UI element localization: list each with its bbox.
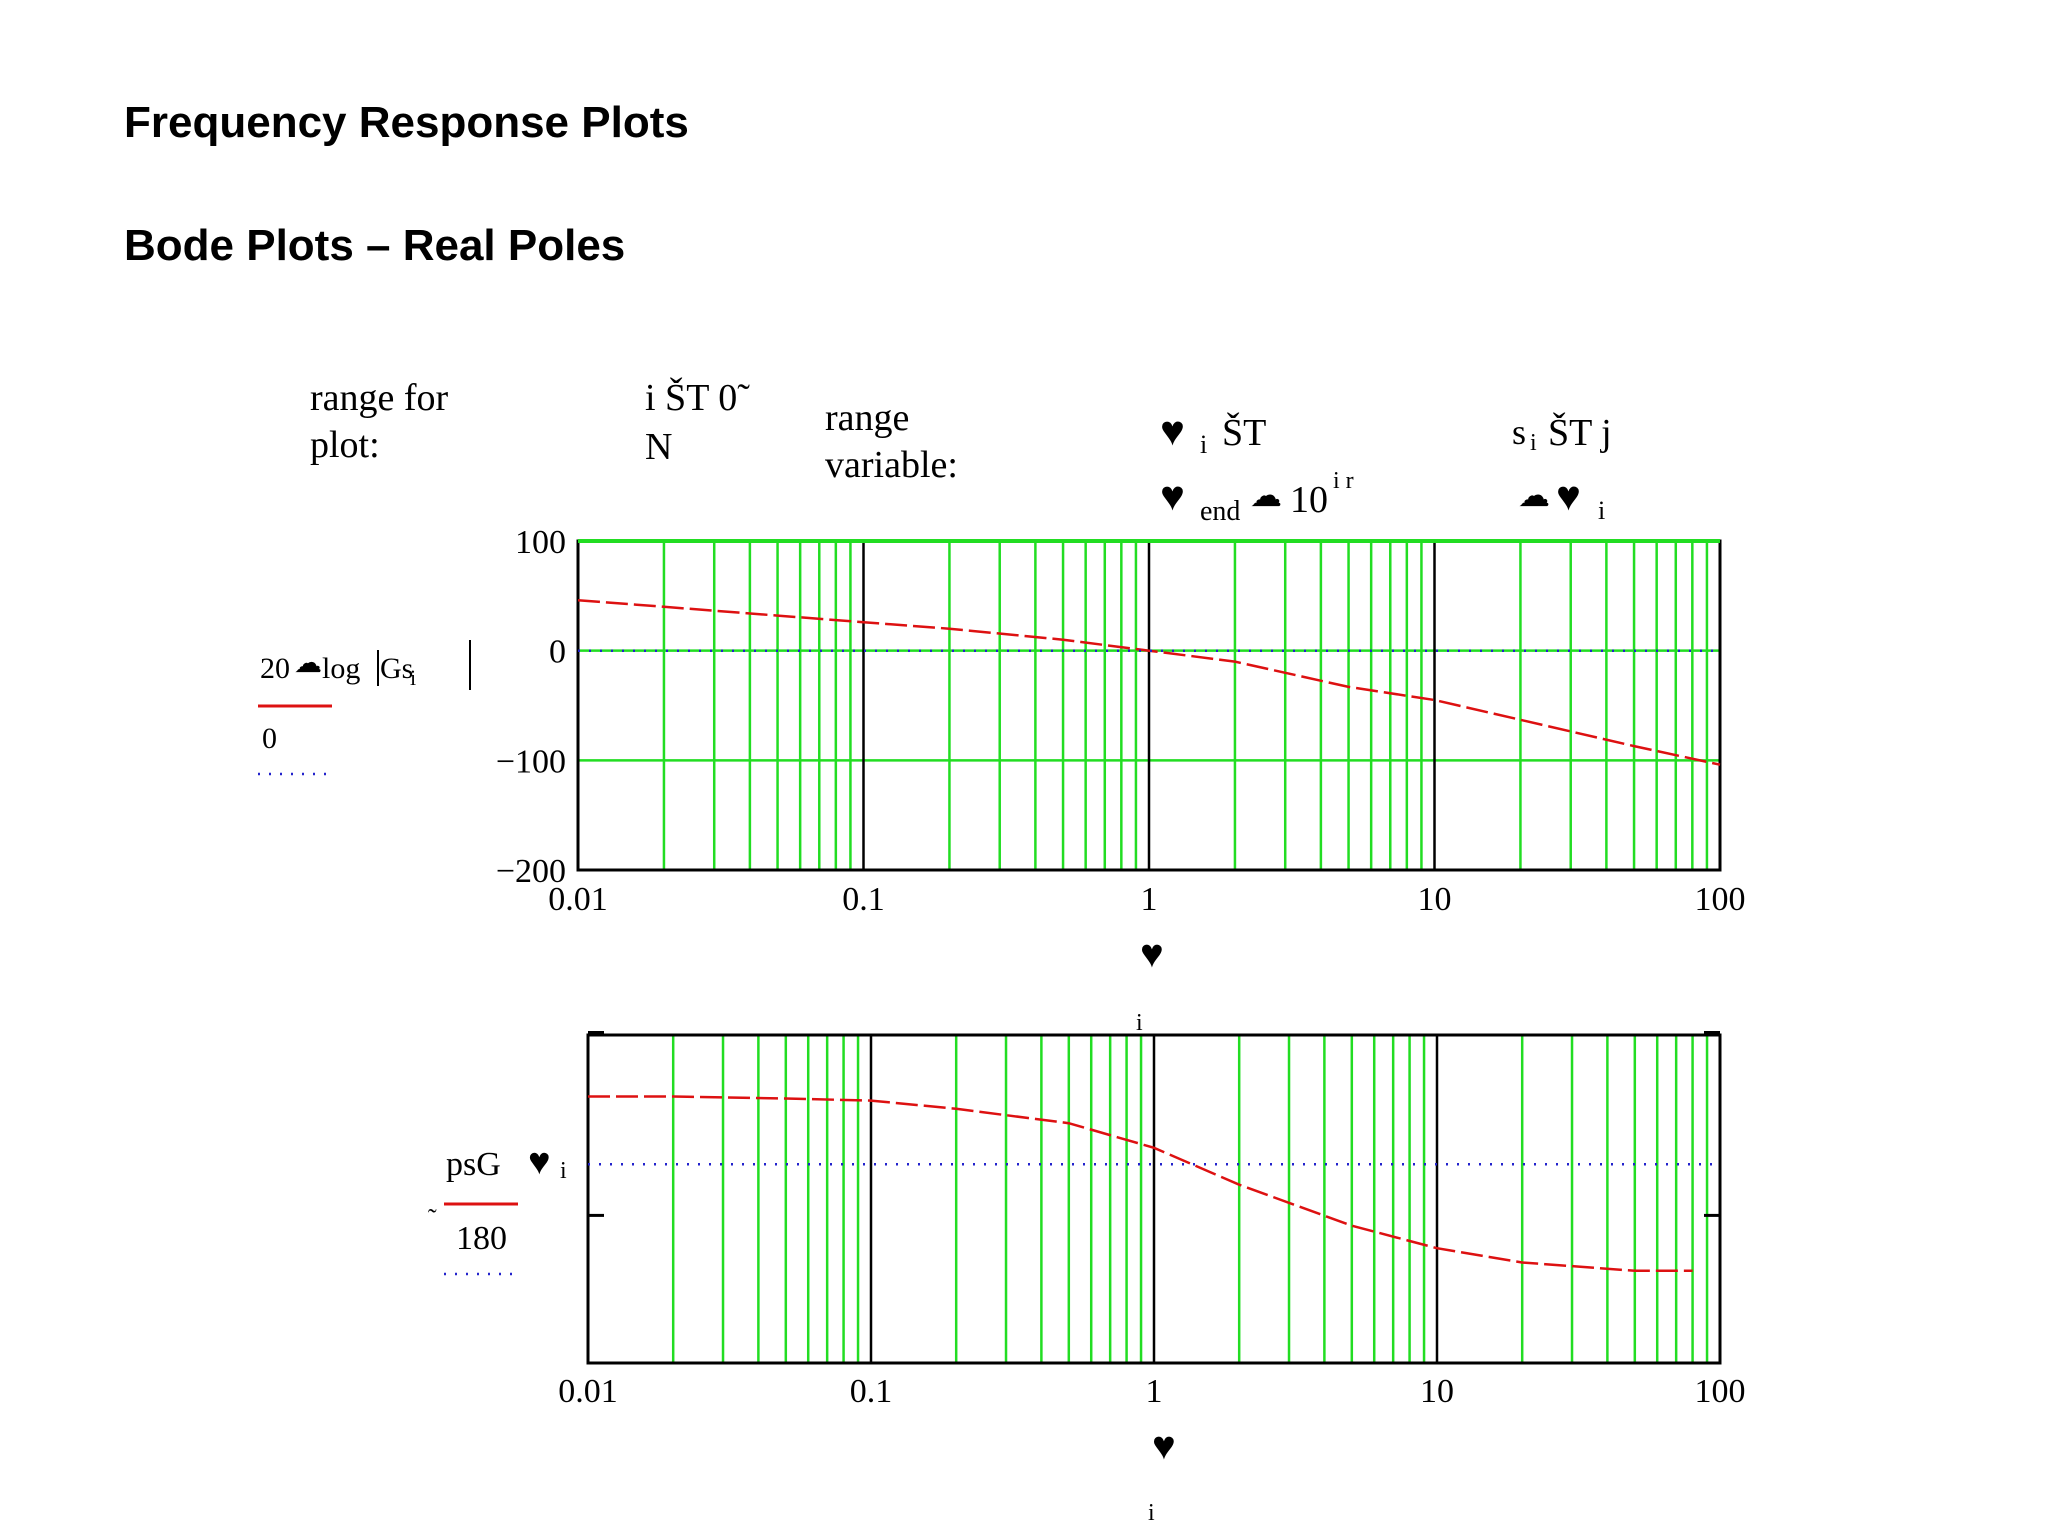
plot2-ylabel-sign: ˜	[428, 1204, 437, 1233]
plot1-x-tick-label: 0.1	[842, 881, 885, 918]
plot2-frame	[586, 1033, 1722, 1365]
plot1-y-tick-label: 0	[549, 634, 566, 671]
range-variable-label-2: variable:	[825, 444, 958, 486]
s-def-times: ☁	[1518, 477, 1550, 513]
omega-i-subscript: i	[1200, 430, 1208, 459]
plot1-xlabel-subscript: i	[1136, 1010, 1143, 1036]
plot2-ylabel-omega: ♥	[528, 1141, 551, 1183]
plot1-x-tick-label: 0.01	[548, 881, 608, 918]
page-subtitle: Bode Plots – Real Poles	[124, 221, 626, 270]
plot1-y-tick-label: 100	[515, 524, 566, 561]
i-definition-line-2: N	[645, 426, 673, 468]
omega-end-value: 10	[1290, 479, 1328, 521]
plot2-ylabel-expr: psG	[446, 1146, 501, 1183]
plot1-ylabel-times: ☁	[294, 648, 322, 679]
plot2-xlabel-omega: ♥	[1152, 1423, 1176, 1468]
plot2-x-tick-label: 100	[1695, 1373, 1746, 1410]
plot1-x-tick-label: 10	[1418, 881, 1452, 918]
s-def-omega-subscript: i	[1598, 496, 1606, 525]
plot1-ylabel-sub: i	[410, 665, 417, 690]
plot2-ylabel-reference: 180	[456, 1220, 507, 1257]
omega-i-symbol: ♥	[1160, 409, 1185, 455]
s-definition: ŠT j	[1548, 412, 1612, 454]
plot1-ylabel-fn: log	[322, 652, 361, 685]
plot1-response-curve	[577, 598, 1721, 766]
plot1-y-tick-label: −100	[496, 743, 566, 780]
plot2-x-tick-label: 0.1	[850, 1373, 893, 1410]
plot2-ylabel-subscript: i	[560, 1158, 567, 1184]
omega-end-exponent: i r	[1333, 468, 1354, 494]
s-def-omega: ♥	[1556, 474, 1581, 520]
omega-i-definition: ŠT	[1222, 412, 1267, 454]
plot2-x-tick-label: 1	[1146, 1373, 1163, 1410]
plot2-xlabel-subscript: i	[1148, 1500, 1155, 1526]
page-title: Frequency Response Plots	[124, 98, 689, 147]
plot1-x-tick-label: 1	[1141, 881, 1158, 918]
range-for-plot-label-2: plot:	[310, 424, 380, 466]
plot1-x-tick-label: 100	[1695, 881, 1746, 918]
plot1-y-tick-label: −200	[496, 853, 566, 890]
omega-end-times: ☁	[1250, 477, 1282, 513]
plot1-ylabel-arg: Gs	[380, 652, 414, 685]
plot1-ylabel-reference: 0	[262, 722, 277, 755]
plot1-xlabel-omega: ♥	[1140, 931, 1164, 976]
plot2-x-tick-label: 10	[1420, 1373, 1454, 1410]
range-variable-label-1: range	[825, 397, 910, 439]
plot2-x-tick-label: 0.01	[558, 1373, 618, 1410]
range-for-plot-label-1: range for	[310, 377, 449, 419]
omega-end-subscript: end	[1200, 496, 1241, 527]
plot2-response-curve	[588, 1095, 1693, 1273]
i-definition-line-1: i ŠT 0̃	[645, 377, 738, 419]
s-symbol: s	[1512, 412, 1527, 452]
omega-end-symbol: ♥	[1160, 474, 1185, 520]
s-subscript: i	[1530, 430, 1537, 456]
plot1-ylabel-coef: 20	[260, 652, 290, 685]
